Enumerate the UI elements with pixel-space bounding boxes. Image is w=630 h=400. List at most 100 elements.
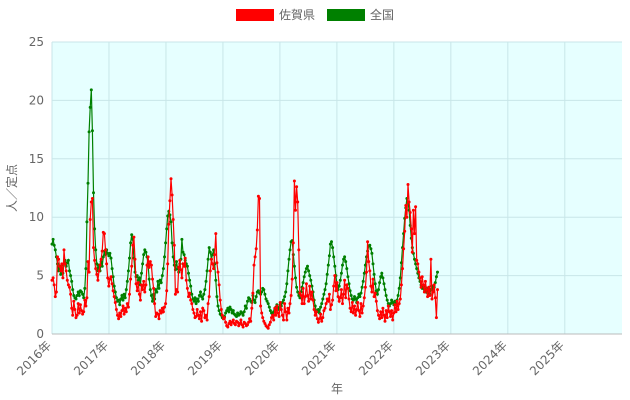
data-point[interactable]: [114, 296, 118, 300]
data-point[interactable]: [203, 316, 207, 320]
data-point[interactable]: [263, 322, 267, 325]
data-point[interactable]: [89, 200, 93, 204]
data-point[interactable]: [393, 303, 397, 307]
data-point[interactable]: [372, 295, 376, 299]
data-point[interactable]: [122, 312, 126, 316]
data-point[interactable]: [112, 295, 116, 299]
data-point[interactable]: [224, 311, 228, 315]
data-point[interactable]: [161, 267, 165, 271]
data-point[interactable]: [233, 323, 237, 327]
data-point[interactable]: [106, 251, 110, 255]
data-point[interactable]: [231, 318, 235, 322]
data-point[interactable]: [176, 290, 180, 294]
data-point[interactable]: [320, 302, 324, 306]
data-point[interactable]: [322, 309, 326, 313]
data-point[interactable]: [111, 289, 115, 293]
data-point[interactable]: [411, 208, 415, 212]
data-point[interactable]: [285, 318, 289, 322]
data-point[interactable]: [88, 105, 92, 109]
data-point[interactable]: [95, 272, 99, 276]
data-point[interactable]: [394, 310, 398, 314]
data-point[interactable]: [326, 263, 330, 267]
data-point[interactable]: [419, 285, 423, 289]
data-point[interactable]: [297, 248, 301, 252]
data-point[interactable]: [169, 177, 173, 181]
data-point[interactable]: [243, 322, 247, 325]
data-point[interactable]: [302, 275, 306, 279]
data-point[interactable]: [306, 264, 309, 268]
data-point[interactable]: [414, 205, 418, 209]
data-point[interactable]: [312, 308, 316, 311]
data-point[interactable]: [327, 254, 331, 258]
data-point[interactable]: [185, 286, 189, 290]
data-point[interactable]: [342, 292, 346, 296]
data-point[interactable]: [83, 298, 87, 302]
data-point[interactable]: [351, 311, 355, 315]
data-point[interactable]: [272, 318, 276, 322]
data-point[interactable]: [124, 310, 128, 314]
data-point[interactable]: [192, 311, 196, 315]
data-point[interactable]: [88, 218, 92, 221]
data-point[interactable]: [190, 302, 194, 306]
data-point[interactable]: [417, 270, 421, 274]
data-point[interactable]: [229, 323, 233, 327]
data-point[interactable]: [357, 309, 361, 313]
data-point[interactable]: [185, 264, 189, 268]
data-point[interactable]: [129, 241, 133, 245]
data-point[interactable]: [338, 296, 342, 300]
data-point[interactable]: [302, 302, 306, 306]
data-point[interactable]: [288, 302, 292, 306]
data-point[interactable]: [250, 306, 254, 310]
data-point[interactable]: [380, 271, 384, 275]
data-point[interactable]: [144, 250, 148, 254]
data-point[interactable]: [395, 299, 399, 303]
data-point[interactable]: [362, 296, 366, 300]
data-point[interactable]: [391, 318, 395, 322]
data-point[interactable]: [304, 267, 308, 271]
data-point[interactable]: [124, 288, 128, 292]
data-point[interactable]: [227, 310, 231, 314]
data-point[interactable]: [214, 278, 218, 282]
data-point[interactable]: [298, 291, 302, 295]
data-point[interactable]: [344, 296, 348, 300]
data-point[interactable]: [77, 311, 81, 315]
data-point[interactable]: [410, 250, 414, 254]
data-point[interactable]: [85, 296, 89, 300]
data-point[interactable]: [356, 301, 360, 304]
data-point[interactable]: [381, 276, 385, 280]
data-point[interactable]: [283, 302, 287, 306]
data-point[interactable]: [267, 323, 271, 327]
data-point[interactable]: [253, 301, 257, 304]
data-point[interactable]: [336, 295, 340, 299]
data-point[interactable]: [301, 286, 305, 290]
data-point[interactable]: [332, 284, 336, 288]
data-point[interactable]: [246, 323, 249, 327]
legend-label-saga[interactable]: 佐賀県: [279, 8, 315, 22]
data-point[interactable]: [94, 248, 98, 252]
data-point[interactable]: [367, 260, 371, 264]
data-point[interactable]: [112, 284, 116, 288]
data-point[interactable]: [175, 288, 178, 292]
data-point[interactable]: [290, 277, 294, 281]
data-point[interactable]: [159, 281, 163, 285]
data-point[interactable]: [378, 281, 382, 285]
data-point[interactable]: [390, 298, 394, 302]
data-point[interactable]: [308, 274, 312, 278]
data-point[interactable]: [142, 253, 146, 257]
data-point[interactable]: [120, 309, 124, 313]
data-point[interactable]: [90, 197, 94, 200]
data-point[interactable]: [361, 304, 365, 308]
data-point[interactable]: [168, 199, 172, 203]
data-point[interactable]: [266, 302, 270, 306]
data-point[interactable]: [425, 288, 428, 292]
data-point[interactable]: [196, 299, 200, 303]
data-point[interactable]: [132, 235, 136, 239]
data-point[interactable]: [76, 290, 80, 294]
data-point[interactable]: [208, 250, 212, 254]
data-point[interactable]: [204, 313, 208, 317]
data-point[interactable]: [365, 270, 368, 274]
data-point[interactable]: [84, 267, 88, 271]
data-point[interactable]: [313, 304, 317, 308]
data-point[interactable]: [68, 285, 71, 289]
data-point[interactable]: [182, 253, 186, 257]
